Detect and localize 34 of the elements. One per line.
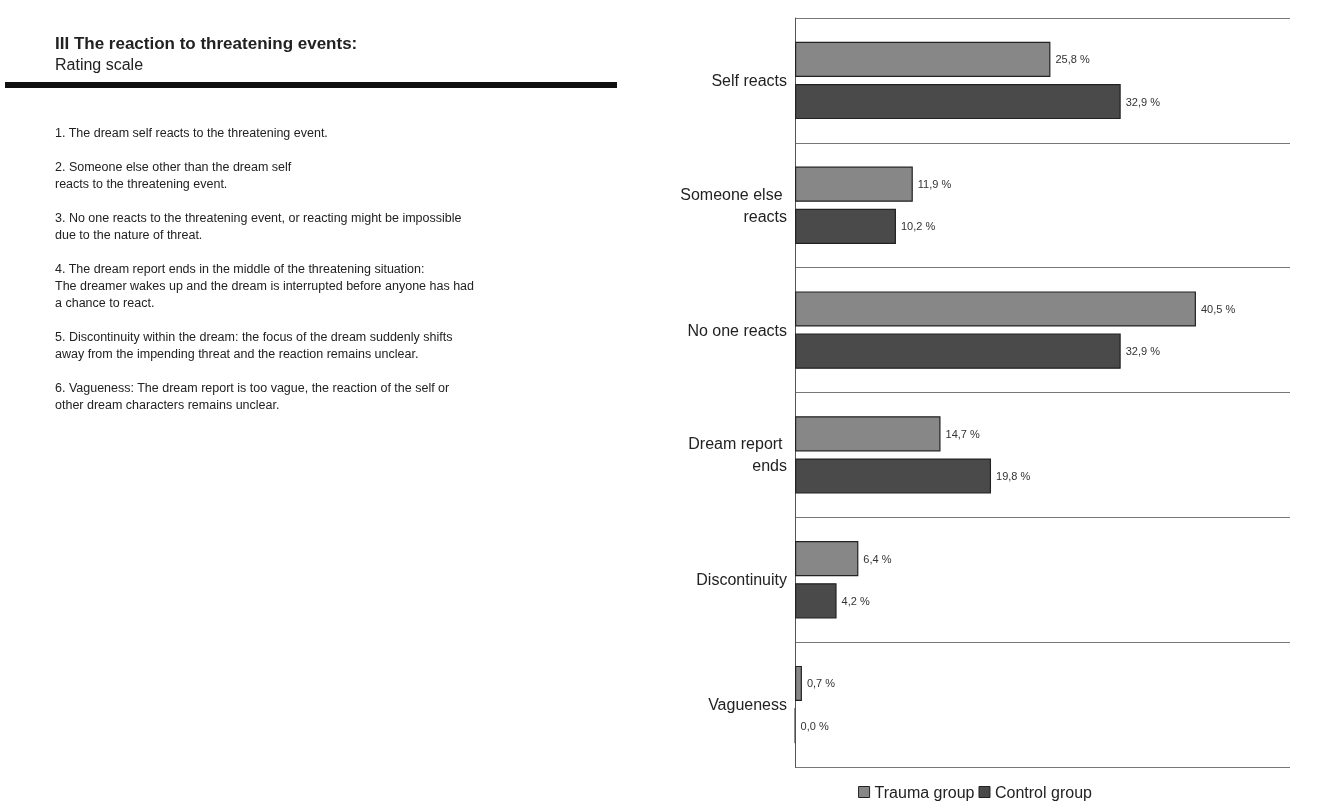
text: III The reaction to threatening events: bbox=[55, 34, 358, 54]
data-label: 6,4 % bbox=[863, 552, 892, 565]
text: 4. The dream report ends in the middle of the threatening situation: The dreamer wakes up and the dream is interrupted before anyone has had a chance to react. bbox=[55, 261, 475, 312]
bar bbox=[795, 41, 1051, 77]
data-label: 0,7 % bbox=[806, 677, 836, 690]
data-label: 14,7 % bbox=[945, 427, 980, 440]
data-label: 10,2 % bbox=[900, 220, 936, 233]
bar bbox=[795, 291, 1196, 327]
y-tick-label: Discontinuity bbox=[696, 571, 787, 589]
data-label: 32,9 % bbox=[1125, 345, 1161, 358]
bar bbox=[795, 665, 802, 702]
bar bbox=[795, 541, 859, 577]
bar bbox=[795, 166, 913, 202]
text: 2. Someone else other than the dream self reacts to the threatening event. bbox=[55, 159, 293, 193]
bar bbox=[795, 416, 941, 452]
y-tick-label: Self reacts bbox=[711, 71, 787, 89]
data-label: 0,0 % bbox=[800, 719, 829, 732]
text: 1. The dream self reacts to the threatening event. bbox=[55, 125, 329, 142]
data-label: 11,9 % bbox=[917, 178, 952, 191]
text: 5. Discontinuity within the dream: the focus of the dream suddenly shifts away from the impending threat and the reaction remains unclear. bbox=[55, 329, 454, 363]
data-label: 40,5 % bbox=[1200, 302, 1236, 315]
data-label: 4,2 % bbox=[841, 594, 870, 607]
text: Rating scale bbox=[55, 56, 144, 74]
y-tick-label: Dream report ends bbox=[688, 435, 787, 475]
text: 3. No one reacts to the threatening event, or reacting might be impossible due to the nature of threat. bbox=[55, 210, 463, 244]
legend-label: Control group bbox=[994, 783, 1093, 801]
y-tick-label: Someone else reacts bbox=[680, 185, 787, 225]
data-label: 19,8 % bbox=[996, 470, 1031, 483]
y-tick-label: No one reacts bbox=[687, 321, 787, 339]
y-tick-label: Vagueness bbox=[708, 696, 787, 714]
data-label: 32,9 % bbox=[1125, 95, 1161, 108]
text: 6. Vagueness: The dream report is too vague, the reaction of the self or other dream characters remains unclear. bbox=[55, 380, 451, 414]
legend-label: Trauma group bbox=[874, 783, 975, 801]
data-label: 25,8 % bbox=[1055, 53, 1090, 66]
